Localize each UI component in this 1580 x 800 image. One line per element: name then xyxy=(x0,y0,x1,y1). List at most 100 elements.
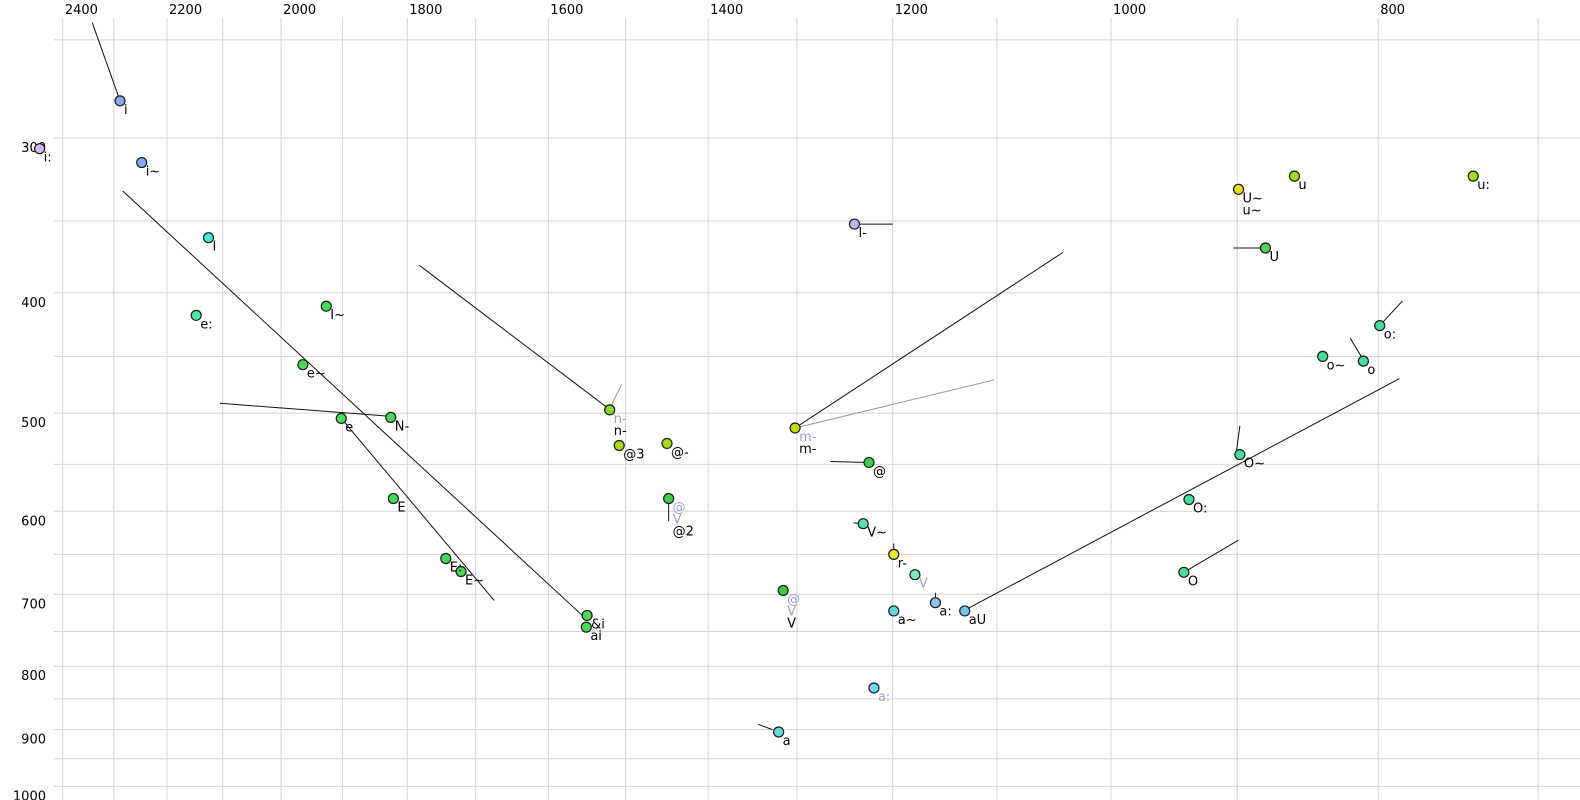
data-point-i xyxy=(114,95,126,107)
trajectory-line-2 xyxy=(219,402,391,417)
data-point-e: xyxy=(190,309,202,321)
point-label-o:: o: xyxy=(1384,328,1396,343)
y-tick-label-700: 700 xyxy=(21,597,46,612)
point-label-V: V xyxy=(673,513,682,528)
point-label-E~: E~ xyxy=(465,574,484,589)
point-label-l-: l- xyxy=(858,226,867,241)
point-label-a: a xyxy=(783,734,791,749)
trajectory-line-1 xyxy=(122,190,589,621)
trajectory-lines xyxy=(91,22,1403,731)
trajectory-line-8 xyxy=(794,379,995,429)
data-point-&i xyxy=(581,609,593,622)
point-label-I~: I~ xyxy=(330,308,345,323)
data-point-o: xyxy=(1374,319,1386,332)
point-label-e:: e: xyxy=(200,317,212,332)
point-label-@3: @3 xyxy=(623,447,644,462)
point-label-U~: U~ xyxy=(1243,191,1263,206)
point-label-E:: E: xyxy=(450,561,463,576)
y-tick-label-800: 800 xyxy=(21,669,46,684)
y-tick-label-900: 900 xyxy=(21,733,46,748)
data-point-a: xyxy=(929,597,942,609)
point-label-e~: e~ xyxy=(307,367,326,382)
data-point-i: xyxy=(33,143,46,155)
trajectory-line-3 xyxy=(340,418,495,601)
data-point-I~ xyxy=(320,300,332,312)
trajectory-line-14 xyxy=(757,723,773,731)
y-tick-label-1000: 1000 xyxy=(13,789,46,800)
x-tick-label-800: 800 xyxy=(1380,3,1405,18)
data-point-u~ xyxy=(1232,183,1245,195)
point-label-m-: m- xyxy=(799,430,817,445)
point-label-m-: m- xyxy=(799,442,817,457)
point-label-@-: @- xyxy=(671,445,689,460)
data-point-a~ xyxy=(888,605,900,617)
trajectory-line-15 xyxy=(964,378,1400,611)
data-points xyxy=(33,95,1479,738)
data-point-a: xyxy=(868,682,880,694)
point-label-i~: i~ xyxy=(146,165,161,180)
data-point-O: xyxy=(1183,493,1195,506)
y-tick-label-600: 600 xyxy=(21,514,46,529)
x-tick-label-1800: 1800 xyxy=(409,3,442,18)
y-tick-label-500: 500 xyxy=(21,416,46,431)
data-point-@- xyxy=(661,437,673,450)
data-point-i~ xyxy=(136,156,148,169)
point-label-V: V xyxy=(787,604,796,619)
point-label-&i: &i xyxy=(591,617,605,632)
data-point-aU xyxy=(959,605,971,617)
trajectory-line-9 xyxy=(830,460,870,463)
trajectory-line-17 xyxy=(1183,539,1239,573)
data-point-e~ xyxy=(297,359,309,371)
point-label-i:: i: xyxy=(44,151,52,166)
data-point-V xyxy=(909,569,921,581)
point-label-O:: O: xyxy=(1193,501,1207,516)
point-label-u: u xyxy=(1298,178,1306,193)
point-label-O: O xyxy=(1188,574,1198,589)
point-label-a:: a: xyxy=(939,605,951,620)
x-tick-label-2200: 2200 xyxy=(169,3,202,18)
x-tick-label-1000: 1000 xyxy=(1113,3,1146,18)
x-tick-label-2000: 2000 xyxy=(283,3,316,18)
data-point-r- xyxy=(888,548,900,560)
data-point-V~ xyxy=(857,518,869,530)
x-axis-tick-labels: 2400 2200 2000 1800 1600 1400 1200 1000 800 xyxy=(65,3,1405,18)
data-point-O xyxy=(1178,566,1190,578)
point-label-V: V xyxy=(919,577,928,592)
point-label-@2: @2 xyxy=(673,525,694,540)
x-tick-label-1600: 1600 xyxy=(550,3,583,18)
data-point-@ xyxy=(863,456,875,469)
gridlines xyxy=(54,18,1580,800)
data-point-U xyxy=(1259,242,1272,254)
data-point-V xyxy=(777,584,789,597)
point-label-@: @ xyxy=(873,464,886,479)
point-label-o: o xyxy=(1367,363,1375,378)
data-point-a xyxy=(773,726,785,738)
data-point-e xyxy=(335,412,347,425)
point-label-E: E xyxy=(397,501,405,516)
trajectory-line-7 xyxy=(794,251,1064,429)
point-label-a:: a: xyxy=(878,690,890,705)
point-label-U: U xyxy=(1269,250,1279,265)
trajectory-line-0 xyxy=(91,22,121,102)
data-point-O~ xyxy=(1234,448,1246,461)
point-label-aU: aU xyxy=(969,613,986,628)
point-label-@: @ xyxy=(787,592,800,607)
point-label-O~: O~ xyxy=(1244,457,1265,472)
x-tick-label-1200: 1200 xyxy=(895,3,928,18)
data-point-E~ xyxy=(455,565,467,578)
point-label-o~: o~ xyxy=(1327,358,1346,373)
data-point-I xyxy=(202,232,215,244)
data-point-@2 xyxy=(663,492,675,505)
data-point-u xyxy=(1288,170,1301,182)
point-label-V: V xyxy=(787,616,796,631)
data-point-E xyxy=(387,492,399,505)
point-label-n-: n- xyxy=(614,412,627,427)
data-point-ai xyxy=(580,621,592,633)
x-tick-label-2400: 2400 xyxy=(65,3,98,18)
point-label-V~: V~ xyxy=(867,526,887,541)
data-point-@3 xyxy=(613,439,625,452)
